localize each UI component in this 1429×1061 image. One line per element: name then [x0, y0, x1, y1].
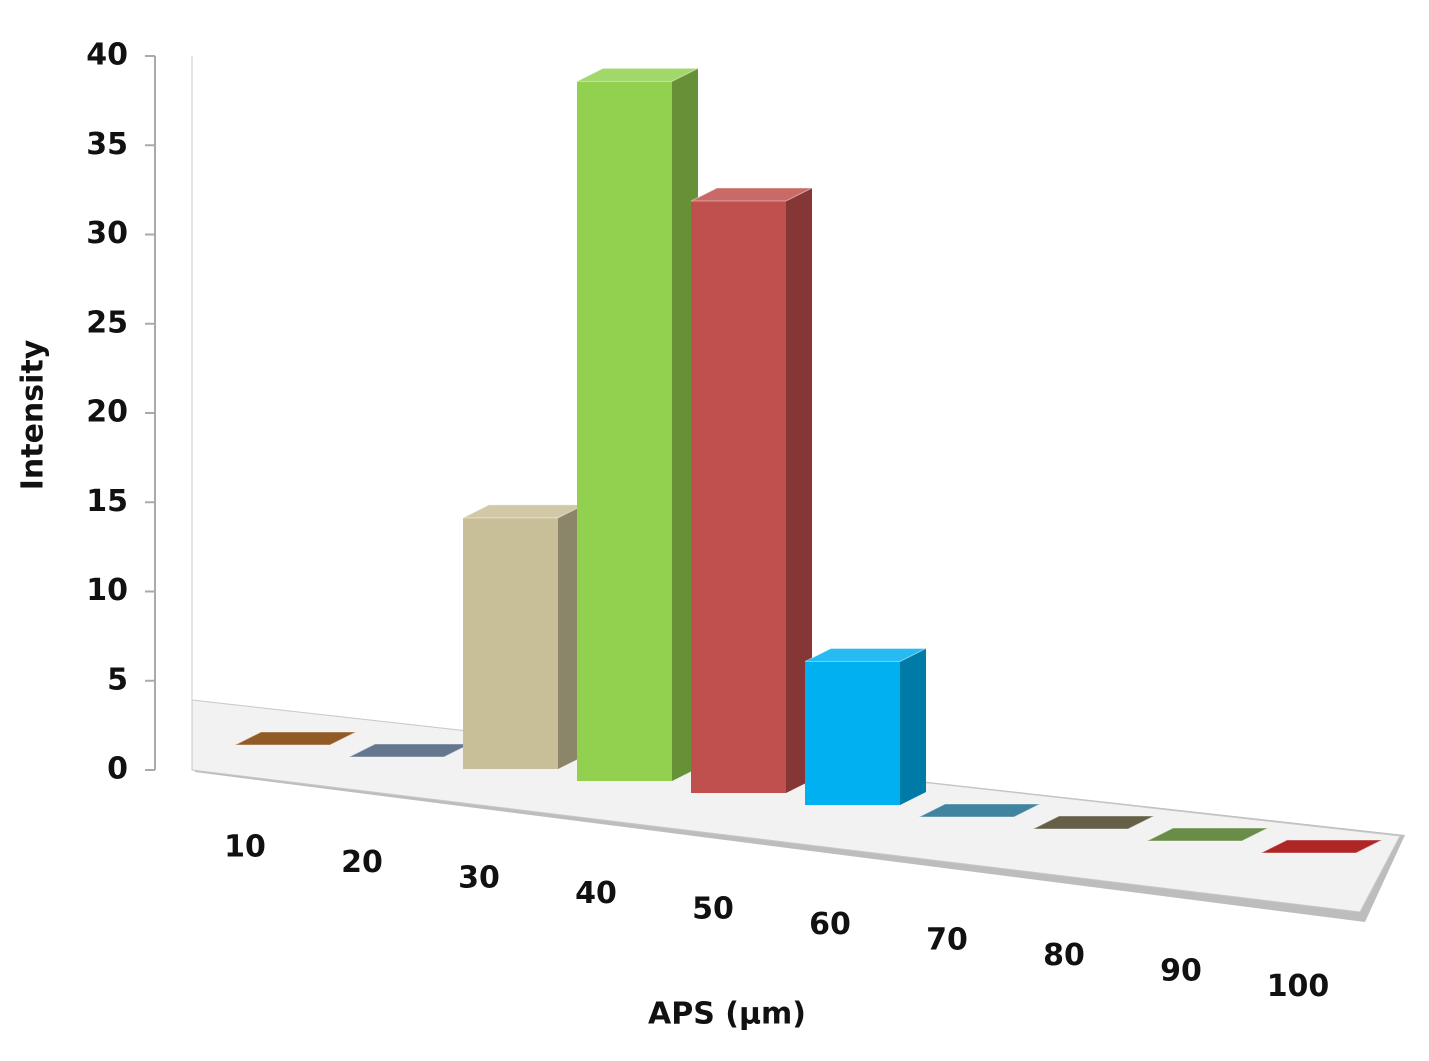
- y-tick-label: 30: [86, 216, 128, 251]
- bar-top-light: [1147, 828, 1268, 841]
- bar-side-shade: [786, 188, 812, 793]
- bar-front: [691, 201, 786, 793]
- bar-front: [463, 517, 558, 769]
- x-tick-label: 20: [341, 845, 383, 880]
- bar-top-light: [805, 648, 926, 662]
- x-tick-label: 90: [1160, 954, 1202, 989]
- bar: [348, 743, 471, 758]
- x-tick-label: 80: [1043, 938, 1085, 973]
- x-tick-label: 100: [1267, 969, 1330, 1004]
- bar-side: [786, 188, 812, 793]
- bar-front: [577, 81, 672, 781]
- y-tick-label: 20: [86, 395, 128, 430]
- bar-top-light: [919, 804, 1040, 817]
- bar-side: [900, 648, 926, 805]
- bar-top: [1032, 815, 1155, 830]
- bar-top-light: [691, 188, 812, 202]
- bar: [462, 504, 585, 769]
- bar-front: [805, 661, 900, 805]
- bar-top: [804, 647, 927, 662]
- bar-top: [1146, 827, 1269, 842]
- bar-top: [576, 67, 699, 82]
- y-tick-label: 35: [86, 127, 128, 162]
- y-tick-label: 10: [86, 573, 128, 608]
- bar: [234, 731, 357, 746]
- bar-top-light: [235, 732, 356, 745]
- bar-top: [1260, 839, 1383, 854]
- x-tick-label: 50: [692, 892, 734, 927]
- bar: [1032, 815, 1155, 830]
- x-tick-label: 30: [458, 861, 500, 896]
- y-tick-label: 5: [107, 662, 128, 697]
- x-axis-title: APS (µm): [648, 997, 806, 1032]
- bar: [690, 187, 813, 793]
- bar-top-light: [1261, 840, 1382, 853]
- y-tick-label: 15: [86, 484, 128, 519]
- x-tick-label: 40: [575, 876, 617, 911]
- bar: [1146, 827, 1269, 842]
- x-tick-label: 60: [809, 907, 851, 942]
- bar-top: [918, 803, 1041, 818]
- bar: [1260, 839, 1383, 854]
- y-axis-title: Intensity: [16, 339, 51, 490]
- bar: [804, 647, 927, 805]
- bar-top-light: [463, 504, 584, 518]
- y-tick-label: 40: [86, 38, 128, 73]
- x-tick-label: 70: [926, 923, 968, 958]
- bar-side-shade: [900, 648, 926, 805]
- bar-top: [690, 187, 813, 202]
- bar-top: [234, 731, 357, 746]
- bar-top-light: [1033, 816, 1154, 829]
- bar: [576, 67, 699, 781]
- bar-top-light: [577, 68, 698, 82]
- bar-top-light: [349, 744, 470, 757]
- y-tick-label: 0: [107, 752, 128, 787]
- y-tick-label: 25: [86, 305, 128, 340]
- bar: [918, 803, 1041, 818]
- x-tick-label: 10: [224, 830, 266, 865]
